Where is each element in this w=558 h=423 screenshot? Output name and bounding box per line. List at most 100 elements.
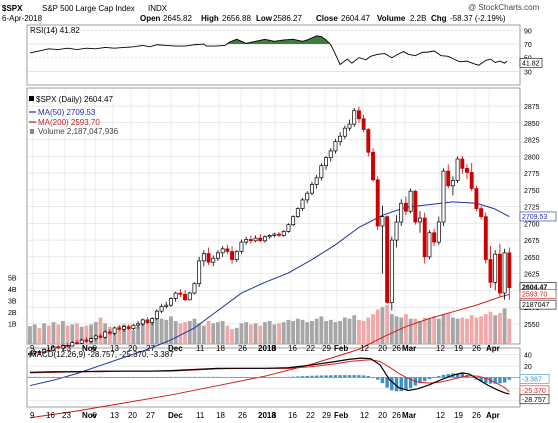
volume-bar	[277, 323, 281, 344]
x-tick-label: 8	[272, 344, 277, 353]
macd-histogram-bar	[239, 377, 244, 378]
candle-body	[385, 216, 390, 303]
candle-body	[126, 326, 131, 329]
candle-body	[154, 310, 159, 319]
macd-histogram-bar	[470, 377, 474, 378]
macd-histogram-bar	[253, 377, 258, 378]
x-tick-label: 26	[472, 411, 481, 420]
volume-bar	[385, 304, 390, 344]
macd-histogram-bar	[155, 377, 159, 378]
close-label: Close	[316, 14, 338, 23]
macd-histogram-bar	[272, 377, 277, 378]
macd-histogram-bar	[131, 377, 136, 378]
volume-bar	[404, 314, 408, 344]
candle-body	[507, 252, 512, 289]
candle-body	[225, 248, 230, 252]
candle-body	[220, 248, 225, 254]
volume-bar	[507, 318, 512, 344]
macd-histogram-bar	[300, 376, 305, 378]
candle-body	[197, 260, 202, 285]
volume-bar	[154, 314, 159, 344]
x-tick-label: 6	[92, 344, 97, 353]
grid-lines	[27, 30, 520, 401]
open-label: Open	[140, 14, 161, 23]
volume-bar	[263, 322, 267, 344]
candle-body	[60, 344, 65, 349]
x-tick-label: 11	[196, 411, 205, 420]
candle-body	[122, 326, 126, 330]
candle-body	[483, 216, 488, 260]
macd-histogram-bar	[183, 376, 187, 378]
macd-histogram-bar	[126, 377, 131, 378]
macd-histogram-bar	[267, 377, 272, 378]
volume-bar	[131, 330, 136, 344]
candle-body	[136, 323, 141, 326]
x-tick-label: 9	[30, 344, 35, 353]
volume-bar	[93, 322, 98, 344]
macd-histogram-bar	[249, 377, 253, 378]
price-tick-label: 2700	[524, 221, 540, 228]
candle-body	[117, 327, 122, 330]
ma200-line	[29, 293, 510, 419]
volume-bar	[140, 319, 145, 344]
x-tick-label: 16	[46, 411, 55, 420]
price-tag-volume: 2187047	[522, 302, 549, 309]
macd-histogram-bar	[117, 377, 121, 378]
volume-bar	[42, 323, 46, 344]
macd-histogram-bar	[28, 376, 32, 378]
volume-bar	[300, 319, 305, 344]
x-tick-label: 19	[454, 344, 463, 353]
x-tick-label: 13	[110, 344, 119, 353]
macd-histogram-bar	[136, 377, 140, 378]
macd-histogram-bar	[51, 376, 56, 378]
candle-body	[455, 158, 460, 181]
macd-histogram-bar	[366, 376, 371, 378]
price-tag-ma50: 2709.53	[522, 214, 547, 221]
macd-histogram-bar	[235, 377, 239, 378]
volume-bar	[84, 325, 89, 344]
volume-tick-label: 4B	[8, 287, 17, 294]
volume-bar	[122, 324, 126, 344]
candle-body	[493, 253, 498, 283]
open-value: 2645.82	[163, 14, 192, 23]
x-tick-label: 26	[238, 411, 247, 420]
chg-value: -58.37 (-2.19%)	[450, 14, 506, 23]
candle-body	[75, 342, 79, 345]
candle-body	[380, 216, 385, 227]
macd-histogram-bar	[108, 377, 112, 378]
volume-tick-label: 5B	[8, 276, 17, 283]
x-tick-label: Dec	[168, 344, 183, 353]
volume-bar	[502, 308, 507, 344]
macd-histogram-bar	[455, 373, 460, 378]
volume-bar	[460, 317, 465, 344]
price-tick-label: 2800	[524, 154, 540, 161]
volume-legend-swatch	[30, 129, 34, 134]
candle-body	[479, 208, 484, 217]
macd-histogram-bar	[427, 377, 432, 380]
volume-tick-label: 1B	[8, 322, 17, 329]
x-tick-label: 9	[30, 411, 35, 420]
macd-histogram-bar	[173, 376, 178, 378]
volume-bar	[418, 321, 422, 344]
ma50-line	[29, 201, 510, 387]
macd-histogram-bar	[122, 377, 126, 378]
candle-body	[56, 346, 61, 349]
macd-histogram-bar	[206, 376, 211, 378]
candle-body	[446, 170, 451, 187]
macd-histogram-bar	[103, 376, 107, 378]
macd-histogram-bar	[277, 377, 281, 378]
x-tick-label: 12	[360, 344, 369, 353]
candle-body	[46, 349, 51, 352]
macd-histogram-bar	[197, 376, 201, 378]
macd-histogram-bar	[159, 377, 164, 378]
candle-body	[286, 224, 291, 232]
candle-body	[356, 110, 361, 120]
price-tick-label: 2675	[524, 238, 540, 245]
volume-bar	[164, 319, 169, 344]
volume-legend-label: Volume 2,187,047,936	[38, 127, 119, 136]
volume-bar	[136, 326, 140, 344]
macd-legend: MACD(12,26,9) -28.757, -25.370, -3.387	[30, 350, 174, 359]
candle-body	[131, 324, 136, 329]
candle-body	[211, 257, 216, 263]
macd-histogram-bar	[282, 376, 286, 378]
